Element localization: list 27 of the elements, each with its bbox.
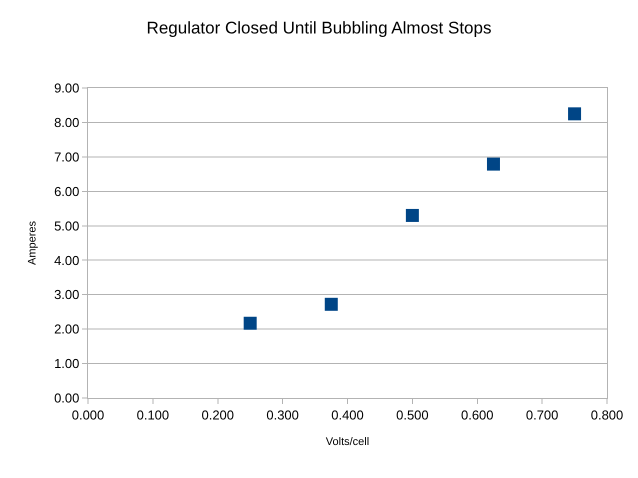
y-tick-label: 6.00 bbox=[54, 184, 80, 199]
x-tick-label: 0.300 bbox=[266, 408, 299, 423]
point bbox=[406, 208, 419, 222]
y-tick-label: 0.00 bbox=[54, 390, 80, 406]
point bbox=[568, 107, 582, 120]
y-axis-title: Amperes bbox=[26, 220, 39, 266]
y-tick-label: 5.00 bbox=[54, 218, 80, 234]
x-tick-label: 0.800 bbox=[590, 408, 624, 423]
x-tick-label: 0.200 bbox=[201, 408, 234, 423]
x-tick-label: 0.100 bbox=[136, 408, 170, 423]
x-tick-label: 0.000 bbox=[72, 408, 104, 423]
x-tick-label: 0.600 bbox=[460, 408, 494, 423]
point bbox=[486, 158, 500, 171]
chart-title: Regulator Closed Until Bubbling Almost Stops bbox=[146, 18, 492, 38]
y-tick-label: 1.00 bbox=[54, 356, 80, 372]
x-tick-label: 0.700 bbox=[526, 408, 558, 423]
y-tick-label: 4.00 bbox=[54, 252, 80, 268]
point bbox=[244, 316, 257, 330]
y-tick-label: 8.00 bbox=[54, 114, 80, 130]
y-tick-label: 7.00 bbox=[54, 149, 80, 164]
y-tick-label: 2.00 bbox=[54, 322, 80, 337]
x-tick-label: 0.400 bbox=[331, 408, 364, 423]
y-tick-label: 3.00 bbox=[54, 287, 80, 302]
x-tick-label: 0.500 bbox=[396, 408, 429, 423]
point bbox=[324, 298, 338, 311]
x-axis-title: Volts/cell bbox=[326, 436, 370, 448]
y-tick-label: 9.00 bbox=[54, 80, 80, 96]
